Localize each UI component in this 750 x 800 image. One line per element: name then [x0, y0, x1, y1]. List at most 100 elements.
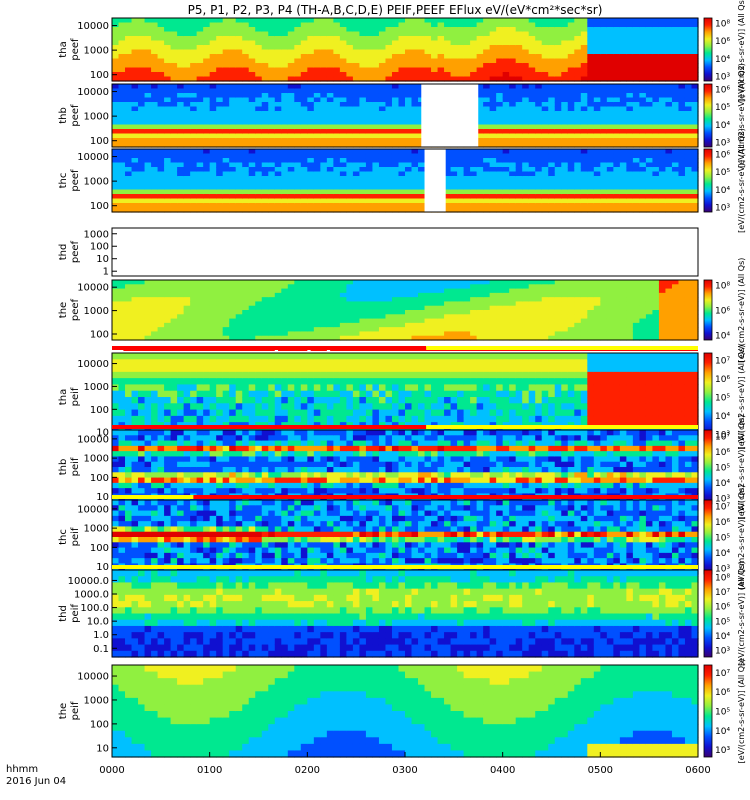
heatmap-cell: [235, 111, 243, 117]
heatmap-cell: [652, 158, 660, 164]
heatmap-cell: [470, 314, 478, 320]
heatmap-cell: [170, 106, 178, 112]
heatmap-cell: [300, 27, 308, 33]
heatmap-cell: [216, 93, 224, 99]
heatmap-cell: [352, 36, 361, 42]
heatmap-cell: [457, 310, 465, 315]
heatmap-cell: [170, 153, 178, 159]
heatmap-cell: [177, 310, 185, 315]
heatmap-cell: [437, 297, 445, 303]
heatmap-cell: [203, 120, 211, 126]
heatmap-cell: [144, 54, 152, 60]
heatmap-cell: [645, 40, 654, 46]
heatmap-cell: [405, 305, 413, 311]
heatmap-cell: [294, 284, 302, 290]
heatmap-cell: [418, 207, 426, 213]
heatmap-cell: [548, 63, 556, 69]
heatmap-cell: [678, 22, 686, 28]
heatmap-cell: [470, 22, 478, 28]
heatmap-cell: [613, 292, 621, 298]
heatmap-cell: [385, 124, 393, 130]
heatmap-cell: [684, 40, 693, 46]
heatmap-cell: [606, 185, 614, 191]
heatmap-cell: [554, 97, 562, 103]
heatmap-cell: [639, 280, 647, 285]
heatmap-cell: [496, 54, 504, 60]
heatmap-cell: [548, 54, 556, 60]
heatmap-cell: [574, 142, 582, 148]
heatmap-cell: [222, 305, 230, 311]
heatmap-cell: [548, 322, 556, 328]
heatmap-cell: [359, 176, 367, 182]
heatmap-cell: [600, 297, 608, 303]
heatmap-cell: [398, 88, 406, 94]
heatmap-cell: [593, 40, 601, 46]
heatmap-cell: [378, 142, 387, 148]
heatmap-cell: [606, 22, 614, 28]
heatmap-cell: [333, 194, 341, 200]
heatmap-cell: [164, 84, 172, 90]
heatmap-cell: [333, 72, 341, 78]
heatmap-cell: [320, 40, 328, 46]
heatmap-cell: [313, 310, 321, 315]
heatmap-cell: [405, 297, 413, 303]
heatmap-cell: [580, 301, 588, 307]
heatmap-cell: [600, 120, 608, 126]
heatmap-cell: [248, 297, 256, 303]
heatmap-cell: [548, 138, 556, 144]
heatmap-cell: [502, 171, 510, 177]
heatmap-cell: [483, 203, 491, 209]
heatmap-cell: [405, 88, 413, 94]
heatmap-cell: [352, 93, 361, 99]
heatmap-cell: [151, 40, 159, 46]
heatmap-cell: [489, 284, 497, 290]
heatmap-cell: [196, 133, 204, 139]
heatmap-cell: [509, 176, 517, 182]
heatmap-cell: [151, 142, 159, 148]
heatmap-cell: [431, 327, 439, 333]
heatmap-cell: [268, 198, 276, 204]
heatmap-cell: [352, 158, 361, 164]
heatmap-cell: [541, 102, 549, 108]
heatmap-cell: [326, 129, 334, 135]
heatmap-cell: [626, 167, 634, 173]
heatmap-cell: [405, 63, 413, 69]
heatmap-cell: [112, 310, 120, 315]
heatmap-cell: [216, 207, 224, 213]
heatmap-cell: [157, 58, 165, 64]
heatmap-cell: [645, 22, 654, 28]
heatmap-cell: [632, 111, 640, 117]
heatmap-cell: [235, 327, 243, 333]
heatmap-cell: [294, 180, 302, 186]
heatmap-cell: [398, 301, 406, 307]
heatmap-cell: [261, 88, 269, 94]
heatmap-cell: [476, 194, 484, 200]
heatmap-cell: [300, 120, 308, 126]
heatmap-cell: [489, 58, 497, 64]
heatmap-cell: [385, 142, 393, 148]
heatmap-cell: [502, 288, 510, 294]
heatmap-cell: [437, 31, 445, 37]
heatmap-cell: [144, 284, 152, 290]
heatmap-cell: [229, 280, 237, 285]
heatmap-cell: [483, 31, 491, 37]
heatmap-cell: [587, 171, 595, 177]
heatmap-cell: [574, 111, 582, 117]
heatmap-cell: [261, 297, 269, 303]
heatmap-cell: [509, 133, 517, 139]
colorbar: [703, 17, 713, 82]
heatmap-cell: [470, 284, 478, 290]
heatmap-cell: [613, 97, 621, 103]
heatmap-cell: [274, 297, 282, 303]
heatmap-cell: [418, 167, 426, 173]
heatmap-cell: [600, 97, 608, 103]
heatmap-cell: [561, 54, 569, 60]
heatmap-cell: [196, 120, 204, 126]
heatmap-cell: [626, 102, 634, 108]
heatmap-cell: [255, 153, 263, 159]
heatmap-cell: [151, 322, 159, 328]
heatmap-cell: [554, 18, 562, 24]
heatmap-cell: [248, 45, 256, 51]
heatmap-cell: [691, 180, 699, 186]
heatmap-cell: [242, 120, 250, 126]
